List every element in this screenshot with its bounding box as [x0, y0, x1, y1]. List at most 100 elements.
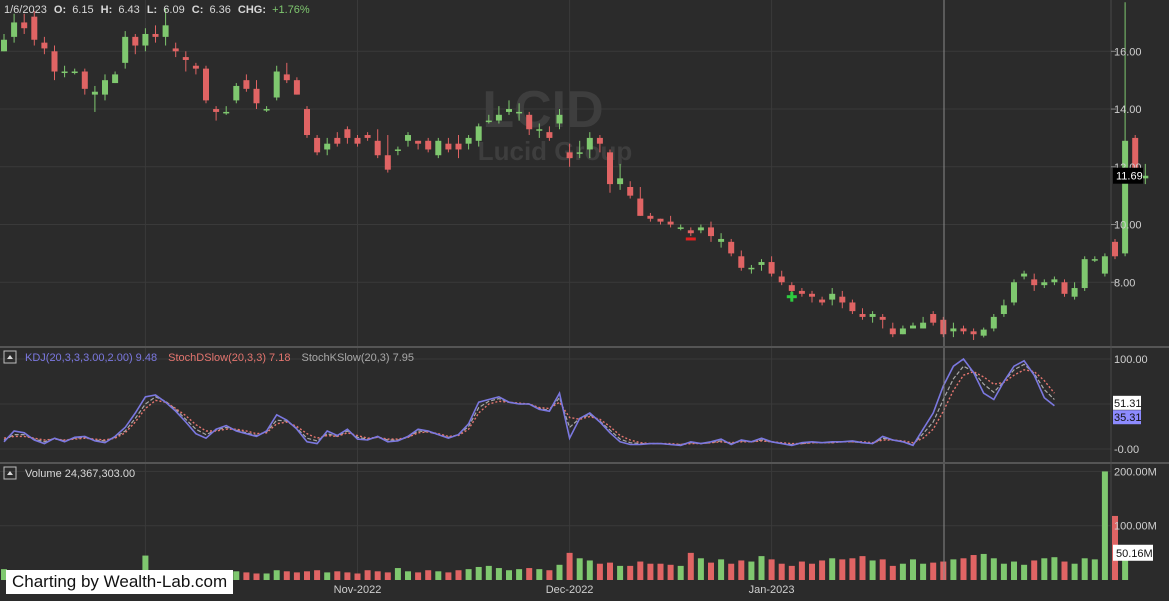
- candle-body: [990, 316, 997, 329]
- candle-body: [344, 129, 351, 138]
- buy-marker-icon: [790, 291, 794, 302]
- indicator-lines: [3, 357, 1055, 447]
- volume-bar: [768, 559, 775, 580]
- volume-bar: [314, 570, 321, 580]
- price-tick-label: 10.00: [1114, 220, 1142, 232]
- candle-body: [748, 267, 755, 270]
- candle-body: [566, 152, 573, 159]
- header-chg: +1.76%: [272, 4, 310, 16]
- candle-body: [334, 137, 341, 144]
- candle-body: [738, 256, 745, 268]
- volume-bar: [879, 559, 886, 580]
- candle-body: [970, 331, 977, 335]
- volume-bar: [293, 572, 300, 580]
- candle-body: [364, 135, 371, 138]
- candle-body: [687, 230, 694, 234]
- candle-body: [71, 71, 78, 74]
- candle-body: [324, 143, 331, 150]
- volume-bar: [910, 559, 916, 580]
- volume-bar: [758, 556, 765, 580]
- x-tick-label: Nov-2022: [334, 584, 382, 596]
- candle-body: [940, 319, 947, 335]
- volume-bar: [1071, 563, 1078, 580]
- header-high: 6.43: [118, 4, 139, 16]
- candle-body: [879, 316, 886, 320]
- candle-body: [647, 215, 654, 219]
- candle-body: [1071, 288, 1078, 297]
- candle-body: [758, 262, 765, 265]
- candle-body: [21, 22, 28, 29]
- volume-bar: [920, 563, 927, 580]
- volume-bar: [566, 552, 573, 580]
- volume-bar: [1081, 558, 1088, 580]
- volume-bar: [475, 566, 482, 580]
- candle-body: [586, 137, 593, 150]
- candle-body: [930, 314, 937, 323]
- indicator-collapse-toggle[interactable]: [3, 350, 17, 364]
- volume-bar: [617, 565, 624, 580]
- price-tick-label: 14.00: [1114, 104, 1142, 116]
- candle-body: [172, 48, 179, 52]
- candle-body: [839, 296, 846, 303]
- volume-bar: [637, 561, 644, 580]
- header-low-label: L:: [147, 4, 157, 16]
- volume-bar: [344, 572, 351, 580]
- volume-bar: [354, 573, 361, 580]
- volume-bar: [374, 571, 381, 580]
- candle-body: [667, 221, 674, 225]
- legend-stochd: StochDSlow(20,3,3) 7.18: [168, 352, 290, 364]
- candle-body: [1101, 256, 1108, 274]
- footer-credit[interactable]: Charting by Wealth-Lab.com: [6, 570, 234, 594]
- candle-body: [1132, 137, 1139, 173]
- volume-bar: [435, 571, 442, 580]
- candle-body: [859, 314, 866, 317]
- candle-body: [1011, 282, 1017, 303]
- candle-body: [910, 325, 916, 329]
- panel-separator-indicator[interactable]: [0, 462, 1169, 464]
- volume-bar: [394, 568, 401, 580]
- candle-body: [112, 74, 119, 84]
- volume-collapse-toggle[interactable]: [3, 466, 17, 480]
- volume-bar: [273, 570, 280, 580]
- collapse-triangle-icon: [7, 471, 13, 475]
- last-price-box: [1113, 167, 1143, 184]
- candle-body: [1051, 279, 1058, 283]
- candle-body: [81, 71, 88, 89]
- volume-bar: [1, 569, 7, 580]
- panel-separator-price[interactable]: [0, 346, 1169, 348]
- volume-bar: [647, 563, 654, 580]
- volume-bar: [829, 558, 836, 580]
- candle-body: [819, 299, 826, 303]
- volume-bar: [546, 570, 553, 580]
- volume-bar: [607, 562, 613, 580]
- volume-bar: [304, 571, 310, 580]
- candle-body: [708, 227, 714, 237]
- collapse-triangle-icon: [7, 355, 13, 359]
- candle-body: [415, 140, 422, 144]
- volume-bar: [960, 558, 967, 580]
- volume-bar: [778, 563, 785, 580]
- candle-body: [122, 36, 129, 63]
- candle-body: [576, 152, 583, 154]
- candle-body: [1091, 259, 1098, 261]
- candle-body: [728, 241, 735, 254]
- volume-bar: [990, 558, 997, 580]
- volume-bar: [536, 569, 543, 580]
- volume-bar: [455, 570, 462, 580]
- candle-body: [849, 302, 856, 312]
- candle-body: [465, 137, 472, 144]
- header-high-label: H:: [101, 4, 113, 16]
- volume-bar: [899, 563, 906, 580]
- candle-body: [920, 322, 927, 329]
- volume-bar: [970, 555, 977, 580]
- volume-tick-label: 200.00M: [1114, 466, 1157, 478]
- candle-body: [51, 51, 58, 72]
- candle-body: [1000, 305, 1007, 315]
- candle-body: [61, 71, 68, 74]
- candle-body: [213, 109, 220, 112]
- header-date: 1/6/2023: [4, 4, 47, 16]
- candle-body: [788, 285, 795, 291]
- candle-body: [374, 140, 381, 156]
- candle-body: [1081, 259, 1088, 289]
